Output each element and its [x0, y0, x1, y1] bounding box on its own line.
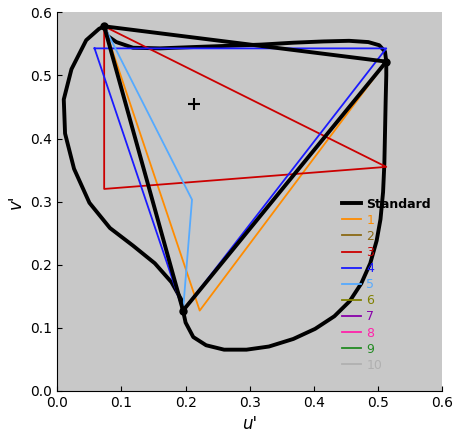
Legend: Standard, 1, 2, 3, 4, 5, 6, 7, 8, 9, 10: Standard, 1, 2, 3, 4, 5, 6, 7, 8, 9, 10: [337, 193, 435, 377]
X-axis label: u': u': [241, 415, 257, 433]
Y-axis label: v': v': [7, 194, 25, 209]
